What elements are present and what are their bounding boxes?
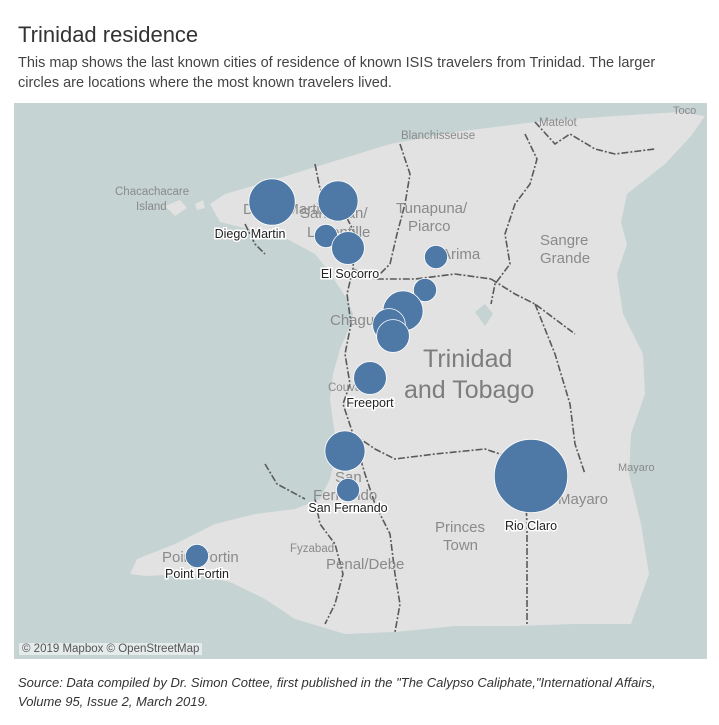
label-sangre-1: Sangre	[540, 232, 588, 249]
small-island	[195, 200, 205, 210]
label-couva: Couva	[328, 382, 362, 394]
label-country-1: Trinidad	[423, 345, 512, 373]
marker-chaguanas-3[interactable]	[376, 319, 410, 353]
marker-san-fernando[interactable]	[335, 477, 360, 502]
marker-san-juan[interactable]	[317, 180, 359, 222]
marker-san-fernando-north[interactable]	[324, 430, 366, 472]
label-tunapuna-1: Tunapuna/	[396, 200, 468, 217]
wetland	[475, 304, 493, 326]
source-note: Source: Data compiled by Dr. Simon Cotte…	[18, 675, 656, 709]
basemap-labels: Toco Matelot Blanchisseuse Chacachacare …	[115, 105, 696, 573]
label-tunapuna-2: Piarco	[408, 218, 451, 235]
label-country-2: and Tobago	[404, 376, 534, 404]
label-arima: Arima	[441, 246, 481, 263]
marker-label-rio-claro: Rio Claro	[505, 519, 557, 533]
label-chacachacare-2: Island	[136, 201, 167, 213]
marker-central-1[interactable]	[412, 277, 437, 302]
marker-rio-claro[interactable]	[493, 438, 569, 514]
marker-label-point-fortin: Point Fortin	[165, 567, 229, 581]
marker-diego-martin[interactable]	[248, 178, 296, 226]
marker-freeport[interactable]	[353, 361, 387, 395]
label-sangre-2: Grande	[540, 250, 590, 267]
marker-label-san-fernando: San Fernando	[308, 501, 387, 515]
marker-arima[interactable]	[423, 244, 448, 269]
label-blanchisseuse: Blanchisseuse	[401, 130, 475, 142]
label-toco: Toco	[673, 105, 696, 117]
marker-label-diego-martin: Diego Martin	[215, 227, 286, 241]
label-mayaro-region: Mayaro	[558, 491, 608, 508]
markers-layer	[184, 178, 569, 568]
map[interactable]: Toco Matelot Blanchisseuse Chacachacare …	[14, 103, 707, 659]
marker-label-el-socorro: El Socorro	[321, 267, 379, 281]
label-chacachacare-1: Chacachacare	[115, 186, 189, 198]
marker-label-freeport: Freeport	[346, 396, 394, 410]
island-landmass	[130, 112, 705, 634]
marker-el-socorro[interactable]	[331, 231, 365, 265]
marker-labels-layer: Diego Martin El Socorro Freeport San Fernan…	[164, 226, 559, 583]
page-title: Trinidad residence	[18, 22, 199, 47]
label-princes-2: Town	[443, 537, 478, 554]
map-attribution[interactable]: © 2019 Mapbox © OpenStreetMap	[19, 643, 203, 655]
label-fyzabad: Fyzabad	[290, 543, 334, 555]
label-penal: Penal/Debe	[326, 556, 404, 573]
label-princes-1: Princes	[435, 519, 485, 536]
label-matelot: Matelot	[539, 117, 578, 129]
marker-point-fortin[interactable]	[184, 543, 209, 568]
page-subtitle: This map shows the last known cities of …	[18, 55, 656, 91]
chacachacare-island	[165, 200, 187, 216]
label-mayaro-small: Mayaro	[618, 462, 655, 474]
